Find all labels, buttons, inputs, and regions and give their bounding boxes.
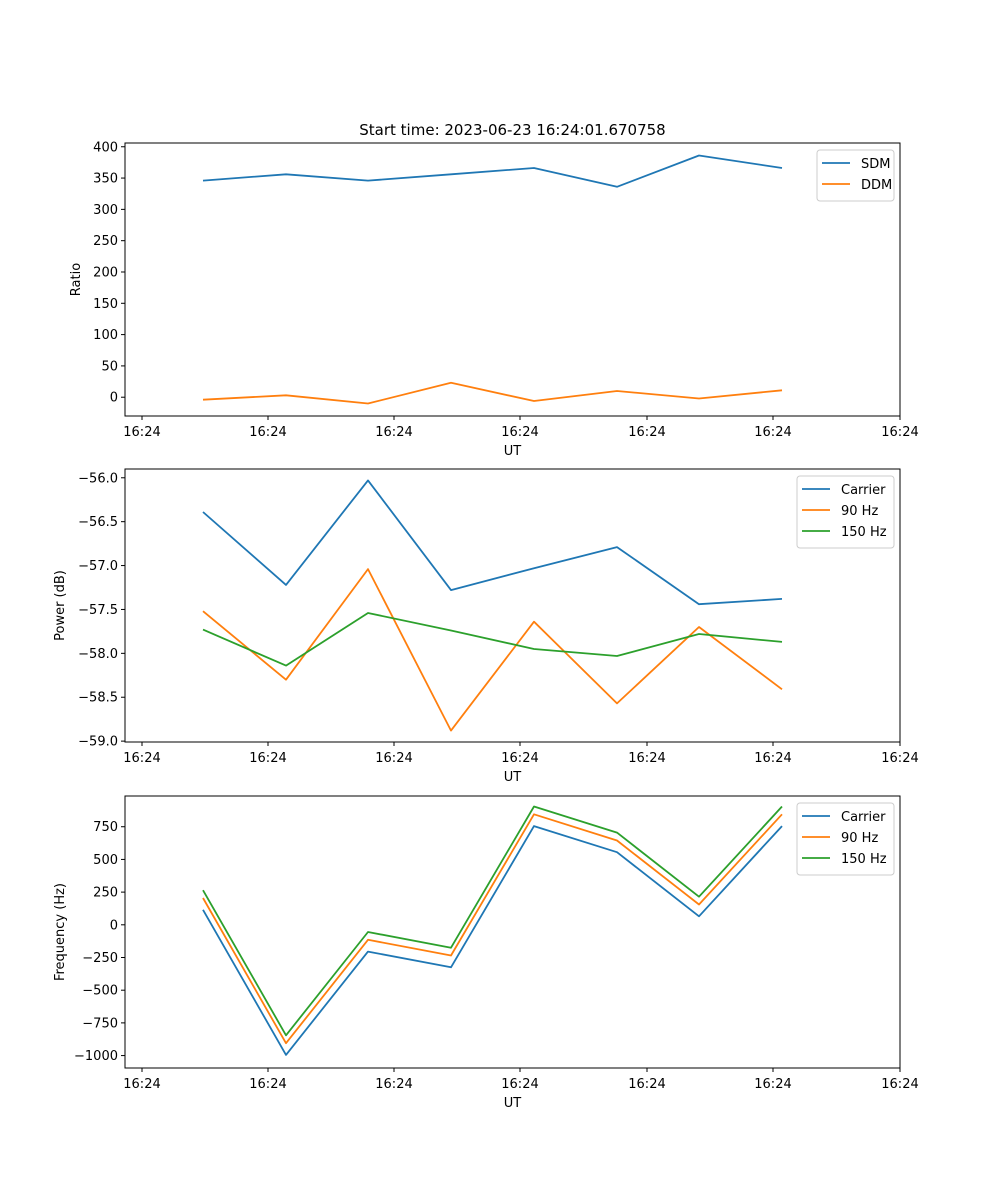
series-line-90-hz: [202, 568, 783, 732]
y-tick-label: 150: [93, 297, 118, 312]
x-tick-label: 16:24: [881, 425, 918, 440]
x-tick-label: 16:24: [754, 425, 791, 440]
series-line-150-hz: [202, 612, 783, 667]
x-tick-label: 16:24: [249, 751, 286, 766]
series-line-sdm: [202, 154, 783, 188]
y-tick-label: −750: [82, 1016, 118, 1031]
y-tick-label: 0: [110, 918, 118, 933]
series-line-carrier: [202, 479, 783, 606]
x-tick-label: 16:24: [501, 425, 538, 440]
y-tick-label: 750: [93, 820, 118, 835]
y-tick-label: 250: [93, 886, 118, 901]
y-tick-label: −250: [82, 951, 118, 966]
series-line-150-hz: [202, 805, 783, 1037]
x-axis-label: UT: [504, 770, 522, 785]
figure-title: Start time: 2023-06-23 16:24:01.670758: [359, 121, 666, 139]
series-line-carrier: [202, 825, 783, 1056]
y-tick-label: −56.5: [78, 515, 118, 530]
x-tick-label: 16:24: [628, 1077, 665, 1092]
y-tick-label: −57.0: [78, 559, 118, 574]
x-axis-label: UT: [504, 1096, 522, 1111]
legend-label: Carrier: [841, 810, 886, 825]
legend-label: 90 Hz: [841, 504, 878, 519]
y-tick-label: −57.5: [78, 603, 118, 618]
x-tick-label: 16:24: [881, 1077, 918, 1092]
legend-box: [796, 475, 895, 549]
series-line-90-hz: [202, 813, 783, 1045]
legend-label: SDM: [861, 157, 890, 172]
y-tick-label: −56.0: [78, 471, 118, 486]
x-tick-label: 16:24: [881, 751, 918, 766]
y-tick-label: 300: [93, 203, 118, 218]
y-tick-label: 100: [93, 328, 118, 343]
legend-box: [796, 802, 895, 876]
y-tick-label: 200: [93, 265, 118, 280]
axes-frame: [124, 795, 901, 1069]
x-tick-label: 16:24: [375, 751, 412, 766]
y-tick-label: −500: [82, 984, 118, 999]
legend-label: Carrier: [841, 483, 886, 498]
legend-label: 150 Hz: [841, 525, 887, 540]
axes-frame: [124, 468, 901, 743]
y-tick-label: −58.0: [78, 647, 118, 662]
x-tick-label: 16:24: [375, 425, 412, 440]
x-tick-label: 16:24: [501, 751, 538, 766]
x-axis-label: UT: [504, 444, 522, 459]
y-tick-label: −1000: [74, 1049, 118, 1064]
y-axis-label: Ratio: [69, 263, 84, 296]
x-tick-label: 16:24: [628, 751, 665, 766]
x-tick-label: 16:24: [754, 751, 791, 766]
y-tick-label: 500: [93, 853, 118, 868]
y-tick-label: 0: [110, 391, 118, 406]
x-tick-label: 16:24: [501, 1077, 538, 1092]
y-tick-label: −58.5: [78, 691, 118, 706]
y-tick-label: 350: [93, 172, 118, 187]
legend-label: 90 Hz: [841, 831, 878, 846]
x-tick-label: 16:24: [375, 1077, 412, 1092]
axes-frame: [124, 142, 901, 417]
series-line-ddm: [202, 381, 783, 405]
y-axis-label: Power (dB): [53, 570, 68, 641]
y-axis-label: Frequency (Hz): [53, 883, 68, 981]
x-tick-label: 16:24: [754, 1077, 791, 1092]
x-tick-label: 16:24: [249, 1077, 286, 1092]
x-tick-label: 16:24: [628, 425, 665, 440]
legend-label: DDM: [861, 178, 892, 193]
x-tick-label: 16:24: [123, 1077, 160, 1092]
x-tick-label: 16:24: [123, 751, 160, 766]
x-tick-label: 16:24: [249, 425, 286, 440]
y-tick-label: 50: [101, 359, 118, 374]
y-tick-label: −59.0: [78, 735, 118, 750]
x-tick-label: 16:24: [123, 425, 160, 440]
legend-label: 150 Hz: [841, 852, 887, 867]
y-tick-label: 250: [93, 234, 118, 249]
y-tick-label: 400: [93, 140, 118, 155]
